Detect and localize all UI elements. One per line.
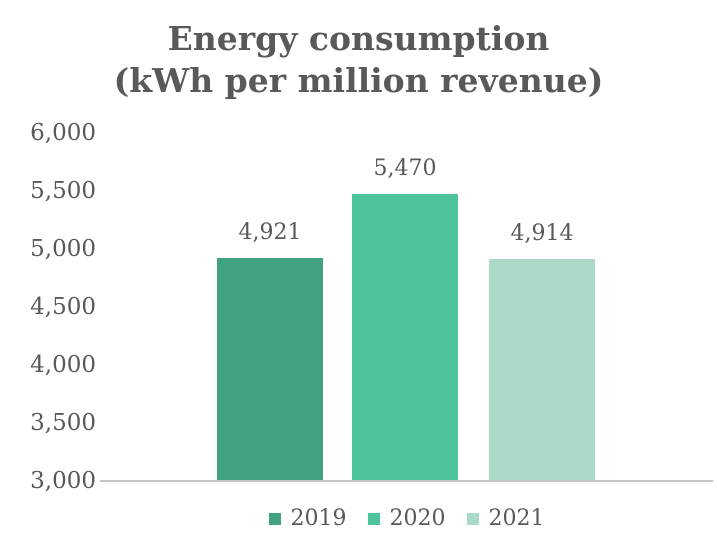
legend-label: 2021 xyxy=(488,506,545,531)
legend-swatch-icon xyxy=(466,513,479,525)
y-tick-label: 5,000 xyxy=(30,236,96,262)
x-axis-line xyxy=(100,480,713,482)
legend-label: 2020 xyxy=(389,506,446,531)
legend-swatch-icon xyxy=(367,513,380,525)
chart-title-line2: (kWh per million revenue) xyxy=(113,61,604,100)
bar-value-label: 5,470 xyxy=(373,156,437,182)
bar-value-label: 4,921 xyxy=(238,220,302,246)
bar-value-label: 4,914 xyxy=(510,220,574,246)
y-tick-label: 5,500 xyxy=(30,178,96,204)
y-tick-label: 6,000 xyxy=(30,120,96,146)
legend-swatch-icon xyxy=(268,513,281,525)
y-tick-label: 4,000 xyxy=(30,352,96,378)
bar-2019 xyxy=(217,258,323,480)
chart-title-line1: Energy consumption xyxy=(167,19,550,58)
legend-item-2020: 2020 xyxy=(367,506,446,532)
bar-2021 xyxy=(489,258,595,480)
bar-2020 xyxy=(352,194,458,480)
legend-item-2019: 2019 xyxy=(268,506,347,532)
legend-label: 2019 xyxy=(290,506,347,531)
y-tick-label: 3,000 xyxy=(30,468,96,494)
legend: 2019 2020 2021 xyxy=(100,506,713,532)
y-tick-label: 3,500 xyxy=(30,410,96,436)
chart-title: Energy consumption (kWh per million reve… xyxy=(0,18,717,102)
legend-item-2021: 2021 xyxy=(466,506,545,532)
y-tick-label: 4,500 xyxy=(30,294,96,320)
